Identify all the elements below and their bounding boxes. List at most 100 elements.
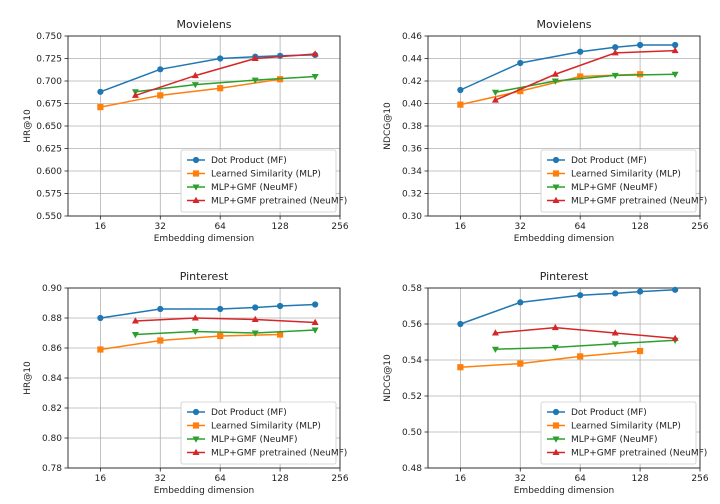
legend-entry-label: MLP+GMF (NeuMF) xyxy=(571,435,657,445)
legend-entry-label: Learned Similarity (MLP) xyxy=(571,170,681,180)
x-tick-label: 32 xyxy=(155,222,166,232)
x-tick-label: 32 xyxy=(515,222,526,232)
legend: Dot Product (MF) Learned Similarity (MLP)… xyxy=(540,149,707,213)
y-tick-label: 0.54 xyxy=(402,356,422,366)
series-line xyxy=(135,329,316,336)
data-point xyxy=(672,286,679,293)
legend-marker xyxy=(552,184,560,191)
legend-entry-label: Dot Product (MF) xyxy=(571,156,647,166)
legend-box xyxy=(540,401,697,465)
y-tick-label: 0.88 xyxy=(42,314,62,324)
data-point xyxy=(457,320,464,328)
plot-frame xyxy=(67,35,341,217)
series-line xyxy=(135,75,316,93)
data-point xyxy=(577,353,584,360)
data-point xyxy=(517,299,524,306)
series-dot-product-mf xyxy=(457,286,679,328)
legend-entry-label: MLP+GMF (NeuMF) xyxy=(571,183,657,193)
chart-movielens-hr: Movielens 0.550 0.575 0.600 0.625 0.650 0.675 0… xyxy=(23,18,349,244)
x-tick-label: 128 xyxy=(632,222,649,232)
data-point xyxy=(517,360,524,367)
y-tick-label: 0.625 xyxy=(36,145,62,155)
series-mlp-gmf-pretrained-neumf xyxy=(131,314,319,325)
series-mlp-gmf-pretrained-neumf xyxy=(491,323,679,341)
x-tick-label: 64 xyxy=(214,474,226,484)
legend-entry-label: Dot Product (MF) xyxy=(211,408,287,418)
legend-entry-label: MLP+GMF (NeuMF) xyxy=(211,435,297,445)
data-point xyxy=(612,290,619,297)
y-tick-label: 0.46 xyxy=(402,32,422,42)
data-point xyxy=(517,59,524,67)
data-point xyxy=(131,317,139,324)
y-tick-label: 0.48 xyxy=(402,464,422,474)
data-point xyxy=(551,70,559,77)
chart-movielens-ndcg: Movielens 0.30 0.32 0.34 0.36 0.38 0.40 0.42 0.4… xyxy=(383,18,709,244)
data-point xyxy=(157,337,164,344)
data-point xyxy=(577,48,584,55)
series-mlp-gmf-pretrained-neumf xyxy=(491,46,679,103)
x-tick-label: 64 xyxy=(574,222,586,232)
chart-title: Movielens xyxy=(176,18,231,31)
y-tick-label: 0.38 xyxy=(402,122,422,132)
data-point xyxy=(671,71,679,78)
legend-marker xyxy=(192,422,200,429)
series-mlp-gmf-neumf xyxy=(131,327,319,339)
x-tick-label: 256 xyxy=(691,474,708,484)
y-tick-label: 0.32 xyxy=(402,190,422,200)
legend-marker xyxy=(192,408,200,416)
data-point xyxy=(457,364,464,371)
y-tick-label: 0.675 xyxy=(36,100,62,110)
data-point xyxy=(611,341,619,348)
y-tick-label: 0.82 xyxy=(42,404,62,414)
legend-entry-label: MLP+GMF (NeuMF) xyxy=(211,183,297,193)
legend-marker xyxy=(552,436,560,443)
x-tick-label: 32 xyxy=(155,474,166,484)
legend-entry-label: Learned Similarity (MLP) xyxy=(211,170,321,180)
data-point xyxy=(131,332,139,339)
y-tick-label: 0.86 xyxy=(42,344,62,354)
legend-entry-label: Dot Product (MF) xyxy=(211,156,287,166)
x-tick-label: 256 xyxy=(331,474,348,484)
data-point xyxy=(191,329,199,336)
y-tick-label: 0.550 xyxy=(36,212,62,222)
x-tick-label: 16 xyxy=(455,474,467,484)
legend-marker xyxy=(192,156,200,164)
legend-entry-label: MLP+GMF pretrained (NeuMF) xyxy=(211,197,347,207)
series-mlp-gmf-neumf xyxy=(131,74,319,96)
data-point xyxy=(217,85,224,92)
x-axis-label: Embedding dimension xyxy=(514,486,615,496)
data-point xyxy=(191,71,199,79)
y-tick-label: 0.34 xyxy=(402,167,422,177)
legend-entry-label: MLP+GMF pretrained (NeuMF) xyxy=(571,449,707,459)
series-learned-similarity-mlp xyxy=(457,347,644,371)
data-point xyxy=(611,72,619,80)
series-line xyxy=(495,339,676,350)
data-point xyxy=(251,77,259,84)
data-point xyxy=(191,314,199,321)
series-line xyxy=(100,333,281,351)
data-point xyxy=(97,346,104,353)
data-point xyxy=(577,73,584,80)
series-line xyxy=(460,289,676,325)
legend: Dot Product (MF) Learned Similarity (MLP)… xyxy=(180,149,347,213)
data-point xyxy=(217,305,224,313)
series-line xyxy=(100,303,316,319)
x-tick-label: 256 xyxy=(331,222,348,232)
data-point xyxy=(97,314,104,322)
y-axis-label: NDCG@10 xyxy=(383,102,393,150)
legend-marker xyxy=(552,422,560,429)
legend-marker xyxy=(192,448,200,455)
y-tick-label: 0.50 xyxy=(402,428,422,438)
data-point xyxy=(157,305,164,313)
data-point xyxy=(577,292,584,299)
data-point xyxy=(311,318,319,325)
legend-marker xyxy=(552,408,560,416)
legend-entry-label: Dot Product (MF) xyxy=(571,408,647,418)
y-tick-label: 0.40 xyxy=(402,100,422,110)
series-learned-similarity-mlp xyxy=(97,331,284,353)
series-line xyxy=(100,54,316,93)
series-line xyxy=(135,317,316,324)
data-point xyxy=(551,344,559,352)
legend: Dot Product (MF) Learned Similarity (MLP)… xyxy=(180,401,347,465)
